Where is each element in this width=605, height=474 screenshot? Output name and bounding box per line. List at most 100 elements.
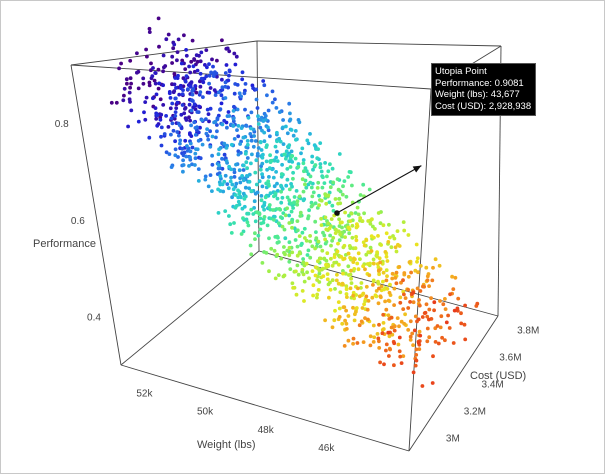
data-point [293, 238, 298, 242]
data-point [249, 110, 254, 115]
data-point [275, 196, 280, 201]
data-point [397, 335, 402, 340]
data-point [261, 204, 265, 209]
data-point [340, 192, 345, 197]
x-axis-title: Weight (lbs) [197, 439, 255, 451]
data-point [326, 193, 331, 198]
data-point [237, 91, 242, 96]
data-point [206, 112, 211, 116]
data-point [315, 295, 319, 300]
data-point [319, 216, 323, 221]
data-point [259, 194, 264, 198]
data-point [385, 259, 390, 263]
data-point [250, 152, 254, 157]
data-point [294, 269, 298, 274]
data-point [384, 231, 389, 236]
data-point [349, 211, 354, 216]
data-point [216, 90, 221, 95]
data-point [340, 225, 344, 230]
data-point [372, 261, 376, 266]
data-point [304, 169, 309, 174]
data-point [388, 235, 392, 240]
data-point [301, 260, 306, 265]
data-point [215, 74, 219, 79]
data-point [239, 195, 243, 200]
data-point [168, 106, 173, 111]
data-point [239, 232, 244, 236]
data-point [220, 38, 224, 43]
data-point [277, 136, 281, 141]
data-point [198, 71, 203, 76]
data-point [193, 151, 198, 156]
data-point [381, 223, 386, 228]
data-point [325, 174, 329, 179]
data-point [153, 106, 158, 110]
data-point [230, 195, 235, 200]
data-point [371, 340, 376, 344]
data-point [371, 257, 376, 262]
data-point [347, 213, 351, 218]
data-point [265, 223, 270, 228]
data-point [175, 100, 180, 105]
data-point [217, 171, 222, 176]
data-point [368, 245, 373, 250]
data-point [403, 312, 407, 317]
data-point [200, 142, 205, 147]
data-point [244, 217, 249, 222]
data-point [326, 221, 331, 226]
data-point [416, 317, 421, 322]
data-point [288, 111, 292, 116]
data-point [190, 38, 195, 43]
data-point [408, 319, 413, 324]
y-tick-label: 3.6M [499, 353, 521, 364]
data-point [295, 199, 300, 204]
data-point [180, 103, 185, 107]
data-point [321, 274, 326, 279]
data-point [329, 217, 334, 222]
data-point [173, 96, 178, 101]
data-point [347, 244, 352, 248]
data-point [135, 51, 139, 56]
data-point [347, 231, 352, 236]
data-point [204, 48, 209, 52]
data-point [125, 81, 129, 86]
data-point [361, 240, 366, 245]
data-point [161, 53, 166, 58]
data-point [282, 227, 287, 232]
data-point [260, 172, 264, 177]
data-point [267, 166, 272, 171]
data-point [355, 341, 360, 345]
data-point [329, 256, 333, 261]
data-point [253, 237, 257, 242]
data-point [390, 276, 395, 281]
data-point [236, 134, 241, 139]
data-point [175, 130, 180, 134]
data-point [355, 261, 360, 266]
data-point [261, 152, 265, 157]
data-point [247, 172, 252, 177]
z-tick-label: 0.6 [71, 216, 85, 227]
data-point [273, 191, 278, 196]
data-point [147, 83, 152, 88]
data-point [275, 252, 280, 257]
data-point [325, 272, 330, 276]
data-point [223, 96, 228, 100]
data-point [300, 177, 305, 182]
data-point [330, 238, 334, 243]
data-point [285, 177, 290, 182]
data-point [422, 284, 426, 289]
data-point [447, 326, 452, 330]
data-point [264, 159, 269, 164]
data-point [427, 335, 432, 340]
data-point [409, 270, 413, 275]
data-point [199, 76, 204, 81]
data-point [380, 331, 385, 336]
data-point [323, 318, 327, 323]
data-point [254, 182, 259, 187]
data-point [119, 61, 123, 66]
data-point [254, 158, 259, 163]
data-point [291, 286, 295, 290]
data-point [371, 278, 376, 283]
data-point [143, 100, 148, 104]
